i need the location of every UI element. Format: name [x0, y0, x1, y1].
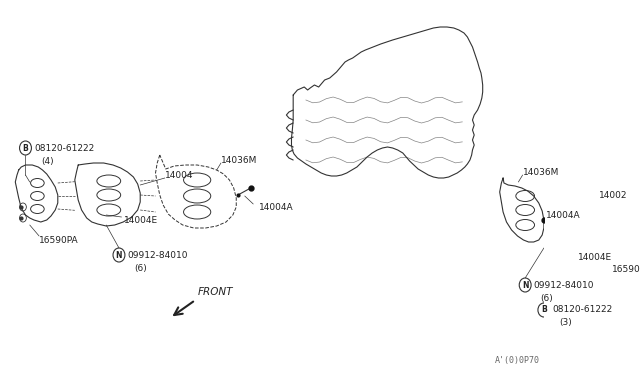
Text: 14004A: 14004A: [259, 202, 294, 212]
Text: 14004A: 14004A: [545, 211, 580, 219]
Text: 14002: 14002: [599, 190, 628, 199]
Text: 14004: 14004: [165, 170, 193, 180]
Text: N: N: [522, 280, 529, 289]
Text: 14004E: 14004E: [578, 253, 612, 263]
Text: 09912-84010: 09912-84010: [127, 250, 188, 260]
Text: 16590P: 16590P: [612, 266, 640, 275]
Text: B: B: [22, 144, 28, 153]
Text: 14004E: 14004E: [124, 215, 158, 224]
Text: N: N: [116, 250, 122, 260]
Text: (6): (6): [540, 294, 553, 302]
Text: (4): (4): [41, 157, 53, 166]
Text: A'(0)0P70: A'(0)0P70: [495, 356, 540, 365]
Text: B: B: [541, 305, 547, 314]
Text: (6): (6): [134, 263, 147, 273]
Text: 14036M: 14036M: [221, 155, 257, 164]
Text: 09912-84010: 09912-84010: [534, 280, 594, 289]
Text: (3): (3): [559, 318, 572, 327]
Text: 16590PA: 16590PA: [39, 235, 79, 244]
Text: 08120-61222: 08120-61222: [552, 305, 612, 314]
Text: 14036M: 14036M: [523, 167, 559, 176]
Text: FRONT: FRONT: [198, 287, 234, 297]
Text: 08120-61222: 08120-61222: [34, 144, 94, 153]
